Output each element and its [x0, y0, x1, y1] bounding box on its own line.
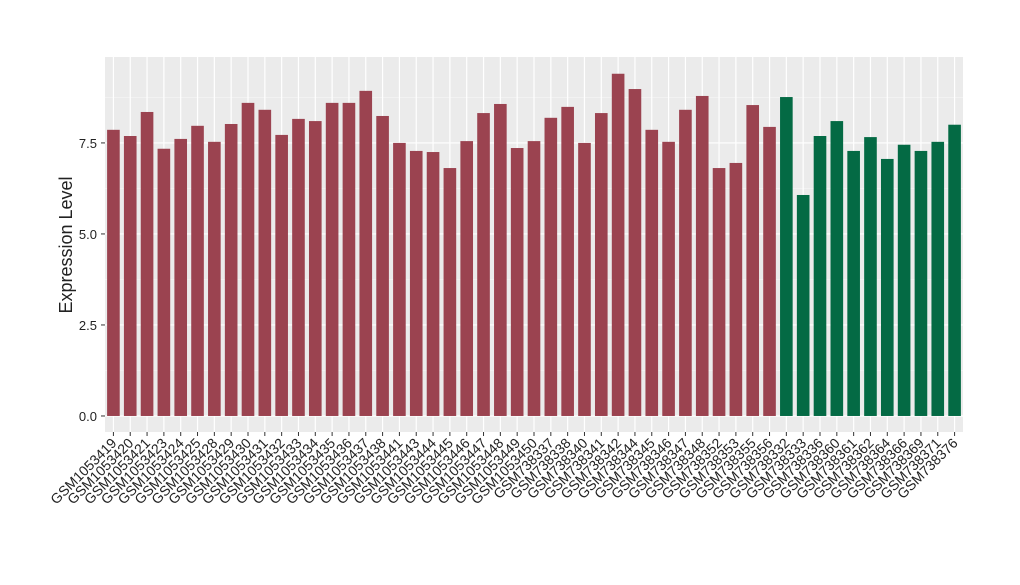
bar [864, 137, 877, 416]
bar [208, 141, 221, 416]
bar [628, 89, 642, 416]
bar [308, 121, 322, 416]
bar [258, 109, 272, 416]
bar [157, 148, 171, 416]
bar [292, 118, 305, 416]
bar [359, 90, 373, 416]
y-tick-label: 7.5 [79, 136, 97, 151]
bar [931, 141, 945, 416]
bar [948, 124, 961, 416]
bar [409, 150, 423, 416]
bar [729, 162, 743, 416]
bar [123, 136, 137, 416]
y-tick-label: 2.5 [79, 318, 97, 333]
bar [275, 134, 288, 416]
bar [107, 129, 120, 416]
bar [830, 121, 844, 416]
bar [510, 148, 524, 416]
bar [477, 113, 490, 416]
bar [426, 152, 440, 416]
bar [241, 102, 255, 416]
bar [376, 115, 389, 416]
bar [662, 141, 675, 416]
bar [174, 138, 188, 416]
bar [561, 106, 574, 416]
bar [224, 123, 238, 416]
bar [763, 126, 776, 416]
bar [712, 168, 726, 416]
bar [813, 136, 827, 416]
bar [645, 129, 659, 416]
bar [544, 117, 558, 416]
y-axis-title: Expression Level [56, 176, 76, 313]
bar [914, 150, 928, 416]
bar [443, 168, 457, 416]
bar [393, 142, 406, 416]
bar [897, 144, 911, 416]
bar [140, 111, 154, 416]
bar [780, 97, 793, 416]
bar [191, 125, 204, 416]
bar [494, 103, 507, 416]
bar [527, 141, 541, 416]
bar [611, 73, 625, 416]
bar [342, 102, 356, 416]
y-tick-label: 0.0 [79, 409, 97, 424]
bar [880, 158, 894, 416]
bar [746, 105, 760, 416]
bar [578, 142, 591, 416]
bar [796, 194, 810, 416]
bar [695, 95, 709, 416]
bar [460, 141, 474, 416]
bar [679, 109, 692, 416]
bar [594, 113, 608, 416]
bar [847, 150, 860, 416]
y-tick-label: 5.0 [79, 227, 97, 242]
bar [325, 102, 339, 416]
